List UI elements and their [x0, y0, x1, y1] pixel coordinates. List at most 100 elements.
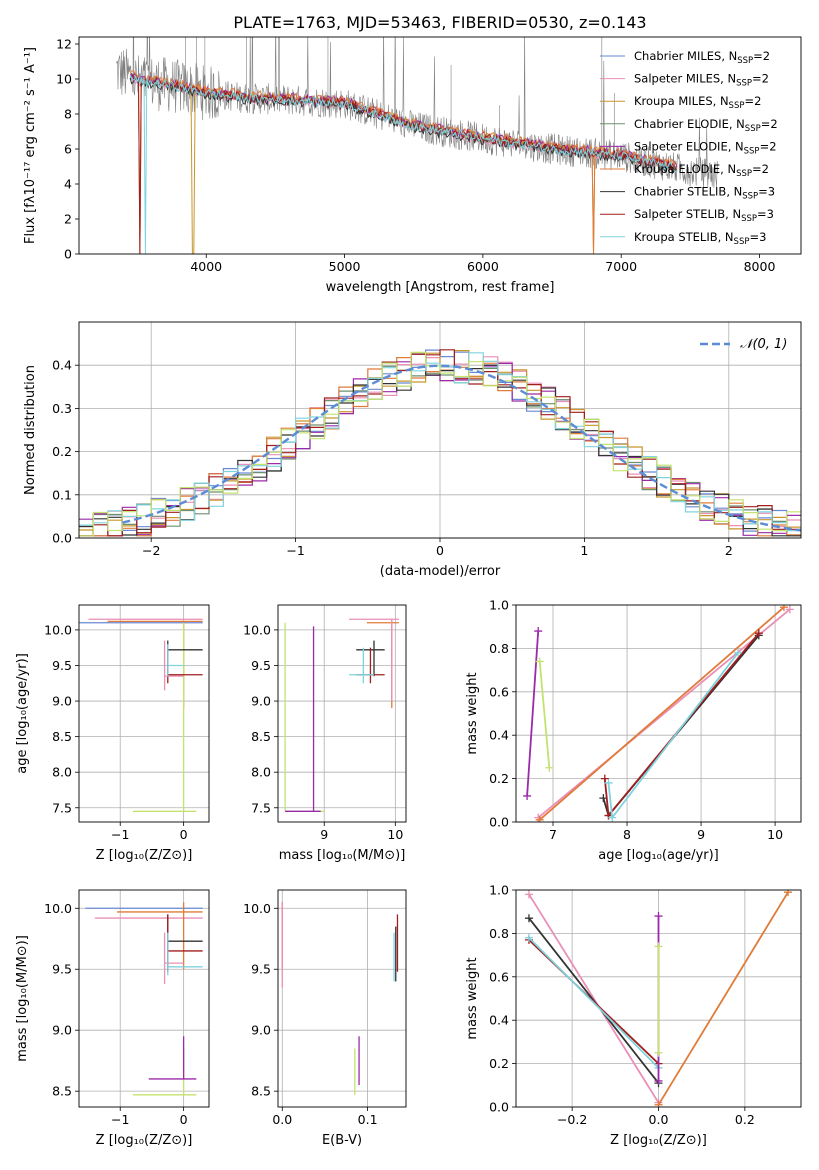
panel-residuals: 𝒩(0, 1) −2 −1 0 1 2 0.0 0.1 0.2 0.3 0.4 (data-model… [23, 321, 802, 579]
x-tick-label: 4000 [190, 259, 222, 274]
weight-line [528, 893, 660, 1104]
weight-marker [785, 605, 794, 614]
plot-area-age-vs-weight [523, 605, 794, 822]
figure-title: PLATE=1763, MJD=53463, FIBERID=0530, z=0… [233, 13, 646, 32]
legend-entry-label: Chabrier STELIB, NSSP=3 [634, 185, 775, 202]
y-tick-label: 9.5 [52, 658, 72, 673]
x-tick-label: 9 [697, 827, 705, 842]
axes-frame [78, 36, 802, 255]
x-axis-label: (data-model)/error [380, 564, 501, 579]
plot-area-z-vs-age [79, 618, 203, 812]
gaussian-curve [122, 364, 801, 532]
x-tick-label: −2 [142, 543, 160, 558]
legend-entry-label: Salpeter MILES, NSSP=2 [634, 72, 769, 89]
panels: Chabrier MILES, NSSP=2 Salpeter MILES, NS… [15, 36, 802, 1148]
weight-marker [734, 648, 743, 657]
y-axis-label: Flux [fλ10⁻¹⁷ erg cm⁻² s⁻¹ A⁻¹] [23, 47, 38, 244]
weight-series [654, 890, 793, 1107]
y-axis-label: mass [log₁₀(M/M⊙)] [15, 935, 30, 1062]
x-tick-label: 0.2 [735, 1112, 755, 1127]
y-tick-label: 0.0 [489, 1100, 509, 1115]
errorbar-point [148, 1036, 197, 1080]
y-tick-label: 9.5 [251, 962, 271, 977]
x-tick-label: 1 [580, 543, 588, 558]
y-tick-label: 0 [64, 247, 72, 262]
weight-line [528, 937, 660, 1069]
weight-line [657, 891, 789, 1106]
weight-marker [524, 933, 533, 942]
weight-marker [535, 815, 544, 822]
y-tick-label: 10.0 [44, 901, 72, 916]
axes-frame [277, 604, 407, 823]
y-tick-label: 10.0 [44, 622, 72, 637]
weight-marker [600, 774, 609, 783]
plot-area-z-vs-weight [524, 890, 793, 1107]
errorbar-point [285, 626, 321, 812]
x-axis-label: age [log₁₀(age/yr)] [598, 848, 719, 863]
weight-marker [654, 1100, 663, 1107]
y-tick-label: 0.8 [489, 641, 509, 656]
x-axis-label: wavelength [Angstrom, rest frame] [326, 280, 555, 295]
x-tick-label: −0.2 [557, 1112, 587, 1127]
weight-marker [654, 1076, 663, 1085]
weight-marker [604, 778, 613, 787]
y-tick-label: 4 [64, 177, 72, 192]
y-tick-label: 0.1 [52, 487, 72, 502]
y-tick-label: 0.0 [52, 531, 72, 546]
x-axis-label: Z [log₁₀(Z/Z⊙)] [610, 1133, 707, 1148]
y-axis-label: mass weight [465, 957, 480, 1039]
residuals-legend: 𝒩(0, 1) [700, 337, 787, 352]
weight-line [538, 661, 551, 768]
y-tick-label: 8.5 [52, 1084, 72, 1099]
x-axis-label: Z [log₁₀(Z/Z⊙)] [96, 848, 193, 863]
x-tick-label: 0 [436, 543, 444, 558]
y-tick-label: 8.5 [251, 729, 271, 744]
x-tick-label: −1 [111, 1112, 129, 1127]
y-axis-label: age [log₁₀(age/yr)] [15, 653, 30, 774]
x-tick-label: 10 [387, 827, 403, 842]
errorbar-point [117, 902, 203, 970]
errorbar-point [167, 644, 184, 677]
y-tick-label: 1.0 [489, 883, 509, 898]
x-tick-label: 8 [623, 827, 631, 842]
y-tick-label: 8 [64, 107, 72, 122]
legend-entry-label: 𝒩(0, 1) [740, 337, 787, 352]
y-tick-label: 10.0 [243, 901, 271, 916]
axes-frame [78, 604, 210, 823]
x-tick-label: 7000 [605, 259, 637, 274]
weight-marker [654, 912, 663, 921]
spectrum-model-line [129, 74, 677, 254]
x-tick-label: 2 [725, 543, 733, 558]
x-tick-label: 7 [549, 827, 557, 842]
axes-frame [515, 604, 802, 823]
x-tick-label: 6000 [467, 259, 499, 274]
y-tick-label: 9.5 [52, 962, 72, 977]
y-tick-label: 8.0 [52, 765, 72, 780]
weight-marker [754, 629, 763, 638]
errorbar-point [349, 647, 374, 684]
panel-ebv-vs-mass: 0.0 0.1 8.5 9.0 9.5 10.0 E(B-V) [243, 889, 407, 1148]
y-tick-label: 0.4 [52, 358, 72, 373]
x-tick-label: 10 [767, 827, 783, 842]
panel-age-vs-weight: 7 8 9 10 0.0 0.2 0.4 0.6 0.8 1.0 age [log₁₀(age/yr… [465, 598, 802, 863]
axes-frame [277, 889, 407, 1108]
plot-area-z-vs-mass [85, 902, 203, 1096]
y-tick-label: 10 [56, 72, 72, 87]
y-tick-label: 0.8 [489, 926, 509, 941]
y-tick-label: 6 [64, 142, 72, 157]
legend-entry-label: Chabrier MILES, NSSP=2 [634, 49, 770, 66]
histogram-line [79, 351, 801, 537]
y-tick-label: 12 [56, 37, 72, 52]
y-tick-label: 10.0 [243, 622, 271, 637]
legend-entry-label: Kroupa STELIB, NSSP=3 [634, 230, 766, 247]
y-tick-label: 7.5 [251, 800, 271, 815]
y-tick-label: 2 [64, 212, 72, 227]
panel-z-vs-age: −1 0 7.5 8.0 8.5 9.0 9.5 10.0 Z [log₁₀(Z/Z⊙)] age… [15, 604, 210, 863]
errorbar-point [349, 618, 399, 702]
plot-area-ebv-vs-mass [281, 902, 399, 1095]
y-tick-label: 0.3 [52, 401, 72, 416]
x-axis-label: Z [log₁₀(Z/Z⊙)] [96, 1133, 193, 1148]
x-tick-label: 9 [320, 827, 328, 842]
weight-line [526, 630, 540, 797]
histogram-line [79, 353, 801, 537]
